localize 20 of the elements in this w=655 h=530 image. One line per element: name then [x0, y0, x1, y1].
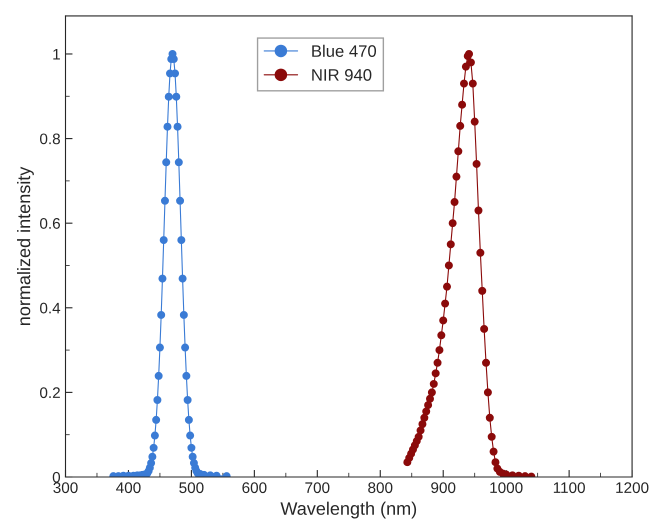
y-tick-label: 0.4	[40, 302, 60, 314]
x-tick-label: 1000	[490, 482, 523, 494]
x-tick-label: 800	[368, 482, 392, 494]
x-tick-label: 700	[305, 482, 330, 494]
y-tick-label: 0.8	[40, 133, 60, 144]
legend-label: Blue 470	[312, 44, 376, 57]
y-tick-label: 0	[52, 472, 60, 483]
y-tick-label: 0.2	[40, 387, 60, 398]
x-axis-title: Wavelength (nm)	[280, 502, 416, 518]
x-tick-label: 1200	[616, 482, 648, 494]
y-tick-label: 1	[53, 49, 60, 60]
y-axis-title: normalized intensity	[17, 166, 34, 326]
x-tick-label: 300	[53, 482, 78, 494]
x-tick-label: 400	[116, 482, 141, 494]
y-tick-label: 0.6	[40, 218, 60, 229]
x-tick-label: 500	[179, 482, 204, 494]
x-tick-label: 1100	[554, 482, 585, 494]
x-tick-label: 900	[431, 482, 456, 494]
legend-label: NIR 940	[312, 69, 372, 81]
x-tick-label: 600	[242, 482, 267, 494]
